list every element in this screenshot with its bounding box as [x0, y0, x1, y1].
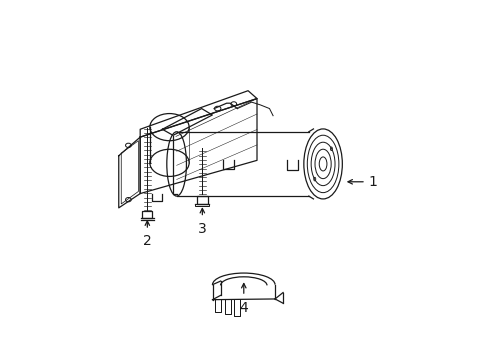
Text: 3: 3	[198, 222, 206, 236]
Text: 1: 1	[368, 175, 377, 189]
Bar	[195, 203, 209, 206]
Text: 2: 2	[142, 234, 151, 248]
Bar	[196, 196, 207, 203]
Bar	[142, 211, 152, 217]
Text: 4: 4	[239, 301, 247, 315]
